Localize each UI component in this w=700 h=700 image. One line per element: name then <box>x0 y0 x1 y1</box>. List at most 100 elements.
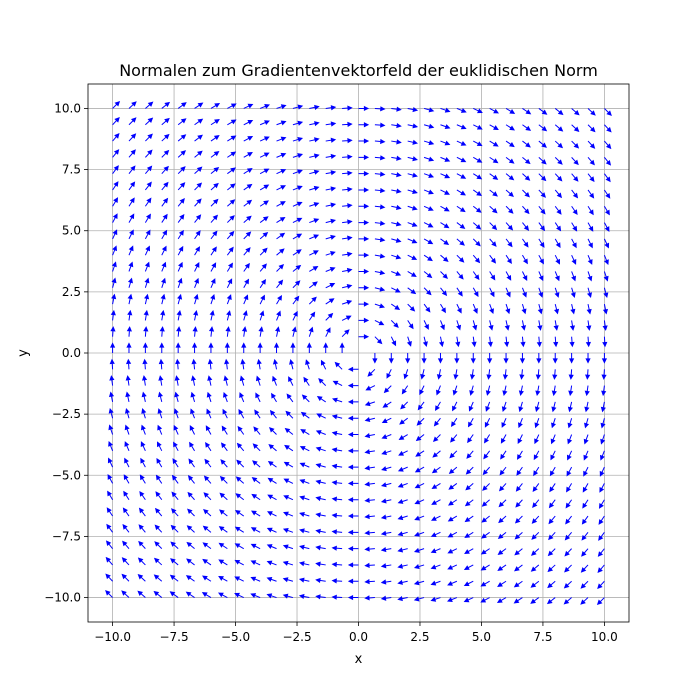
vector-arrow <box>522 156 531 165</box>
vector-arrow <box>587 108 596 116</box>
vector-arrow <box>331 496 343 502</box>
vector-arrow <box>571 238 577 249</box>
vector-arrow <box>299 479 310 484</box>
vector-arrow <box>220 442 228 452</box>
vector-arrow <box>243 278 250 289</box>
vector-arrow <box>583 466 589 477</box>
vector-arrow <box>161 261 167 272</box>
vector-arrow <box>171 474 179 484</box>
vector-arrow <box>505 173 515 181</box>
vector-arrow <box>194 214 202 223</box>
vector-arrow <box>381 466 392 472</box>
vector-arrow <box>128 165 136 174</box>
vector-arrow <box>342 154 353 160</box>
vector-arrow <box>571 173 579 182</box>
vector-arrow <box>413 564 425 570</box>
vector-arrow <box>259 136 270 142</box>
vector-arrow <box>505 287 511 298</box>
vector-arrow <box>125 375 131 386</box>
vector-arrow <box>298 593 310 600</box>
vector-arrow <box>400 401 409 410</box>
vector-arrow <box>386 369 392 379</box>
vector-arrow <box>456 205 466 213</box>
vector-arrow <box>106 507 114 517</box>
vector-arrow <box>272 375 277 386</box>
vector-arrow <box>473 140 483 147</box>
vector-arrow <box>177 150 186 158</box>
vector-arrow <box>567 401 573 413</box>
vector-arrow <box>309 234 320 240</box>
vector-arrow <box>202 525 212 533</box>
vector-arrow <box>380 579 392 585</box>
vector-arrow <box>580 564 589 573</box>
vector-arrow <box>347 464 359 470</box>
y-tick-label: 2.5 <box>62 285 81 299</box>
vector-arrow <box>316 413 326 419</box>
vector-arrow <box>498 483 507 492</box>
vector-arrow <box>505 238 513 248</box>
vector-arrow <box>397 515 408 521</box>
vector-arrow <box>521 303 527 315</box>
vector-arrow <box>254 409 261 419</box>
vector-arrow <box>171 508 179 517</box>
vector-arrow <box>140 441 146 452</box>
vector-arrow <box>331 512 343 519</box>
vector-arrow <box>456 303 462 314</box>
vector-arrow <box>497 580 507 587</box>
vector-arrow <box>185 591 195 598</box>
vector-arrow <box>407 205 418 211</box>
vector-arrow <box>587 140 596 149</box>
vector-arrow <box>341 283 353 290</box>
vector-arrow <box>538 287 544 298</box>
vector-arrow <box>282 560 294 566</box>
vector-arrow <box>391 139 402 145</box>
vector-arrow <box>122 540 130 549</box>
vector-arrow <box>374 319 385 326</box>
vector-arrow <box>380 546 392 553</box>
vector-arrow <box>522 173 531 181</box>
vector-arrow <box>161 245 167 256</box>
vector-arrow <box>587 173 595 183</box>
vector-arrow <box>111 293 117 305</box>
vector-arrow <box>447 531 458 538</box>
vector-arrow <box>251 493 261 501</box>
vector-arrow <box>583 450 589 461</box>
vector-arrow <box>505 156 515 164</box>
vector-arrow <box>315 512 326 518</box>
vector-arrow <box>325 153 337 160</box>
vector-arrow <box>601 385 607 397</box>
vector-arrow <box>554 254 560 265</box>
y-tick-label: −10.0 <box>44 591 81 605</box>
vector-arrow <box>121 573 130 582</box>
vector-arrow <box>206 408 212 419</box>
vector-arrow <box>430 564 441 570</box>
vector-arrow <box>585 369 591 380</box>
vector-arrow <box>489 238 497 247</box>
vector-arrow <box>447 597 458 602</box>
vector-arrow <box>554 124 564 132</box>
vector-arrow <box>153 557 163 566</box>
vector-arrow <box>430 580 441 586</box>
vector-arrow <box>531 531 540 540</box>
vector-arrow <box>473 156 483 163</box>
vector-arrow <box>450 434 458 443</box>
vector-arrow <box>174 391 180 403</box>
vector-arrow <box>203 508 212 517</box>
vector-arrow <box>173 441 179 452</box>
vector-arrow <box>518 385 524 397</box>
vector-arrow <box>407 189 418 195</box>
vector-arrow <box>423 140 435 146</box>
vector-arrow <box>177 277 183 288</box>
vector-arrow <box>497 564 507 571</box>
vector-arrow <box>423 173 435 178</box>
vector-arrow <box>121 590 130 598</box>
vector-arrow <box>498 515 507 524</box>
vector-arrow <box>603 206 610 216</box>
vector-arrow <box>282 577 294 583</box>
vector-arrow <box>128 245 134 256</box>
vector-arrow <box>269 427 277 435</box>
vector-arrow <box>391 303 401 310</box>
vector-arrow <box>448 466 458 475</box>
vector-arrow <box>584 401 590 413</box>
vector-arrow <box>500 450 507 460</box>
